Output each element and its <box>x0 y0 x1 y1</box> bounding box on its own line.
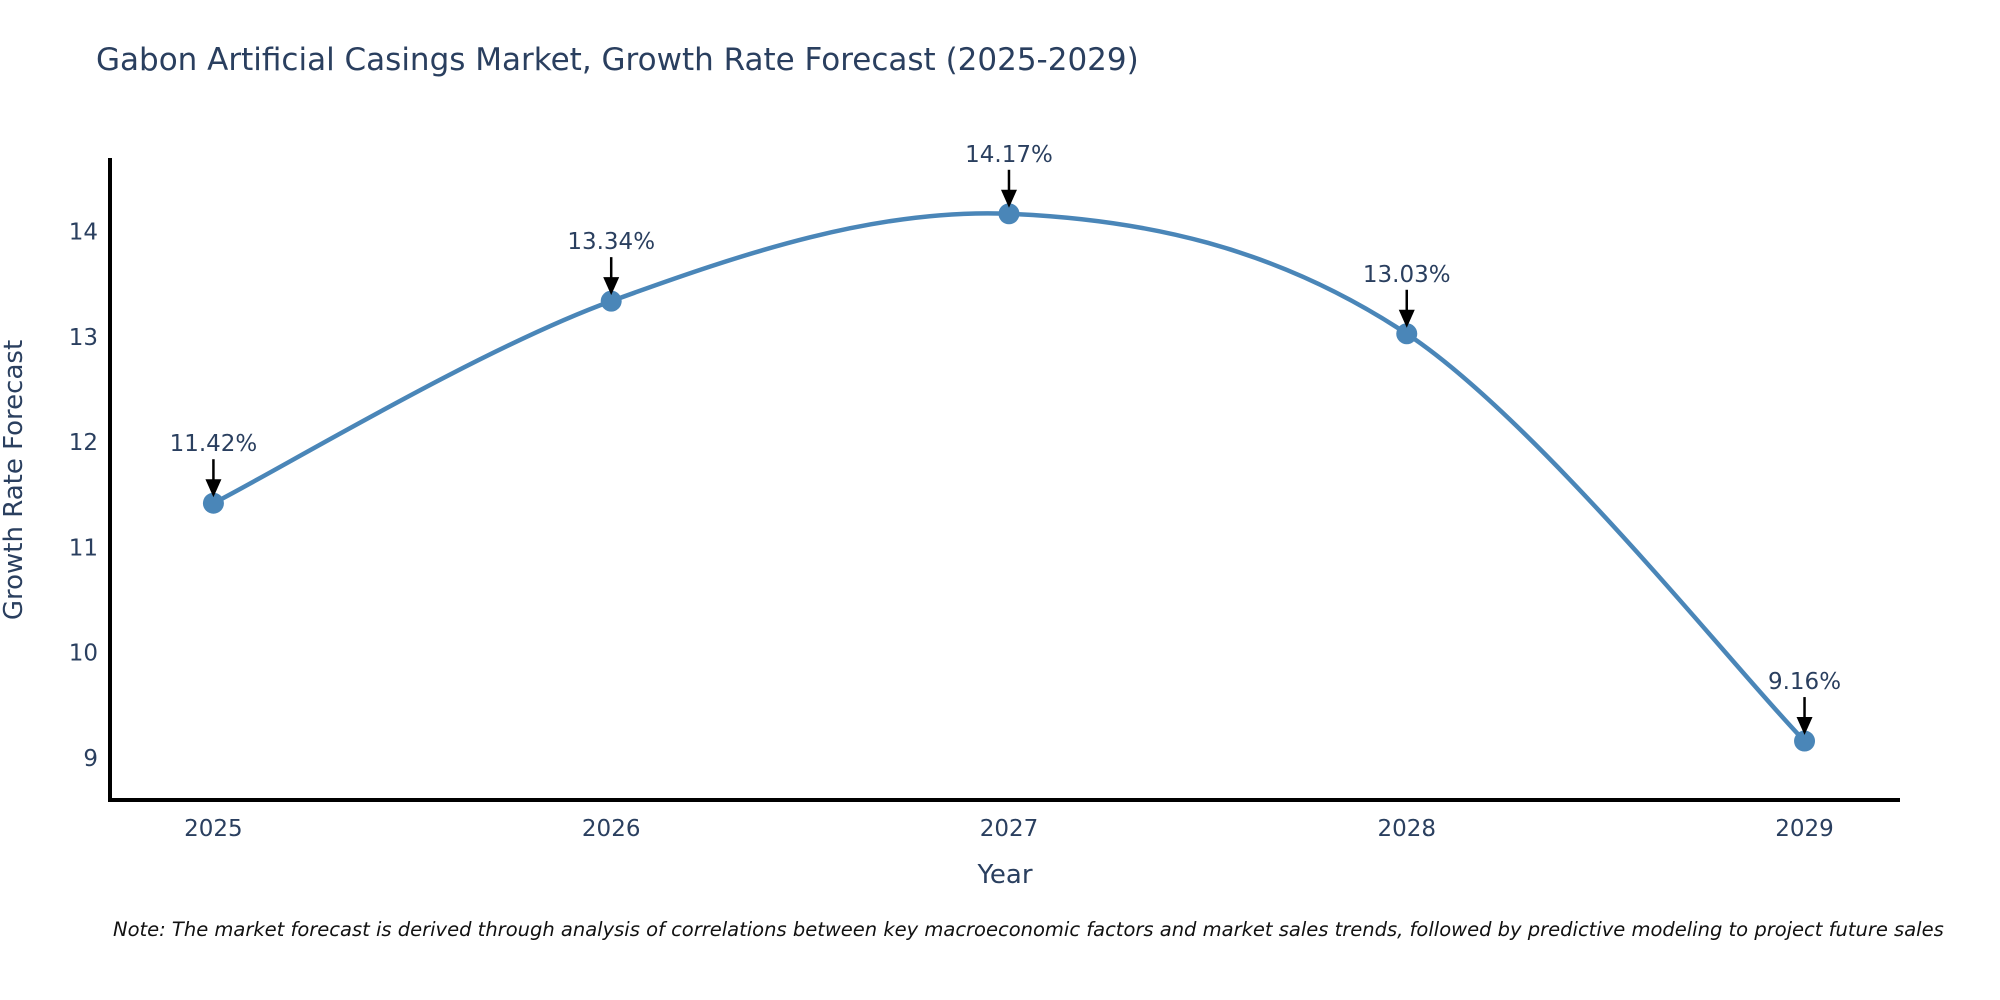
data-point-marker[interactable] <box>1396 323 1418 345</box>
x-tick-label: 2026 <box>582 816 641 842</box>
y-tick-label: 11 <box>69 535 98 561</box>
data-point-marker[interactable] <box>202 492 224 514</box>
point-annotation-label: 14.17% <box>965 142 1053 168</box>
y-tick-label: 12 <box>69 430 98 456</box>
x-tick-label: 2025 <box>184 816 243 842</box>
x-tick-label: 2027 <box>980 816 1039 842</box>
data-point-marker[interactable] <box>1794 730 1816 752</box>
y-tick-label: 14 <box>69 220 98 246</box>
point-annotation-label: 9.16% <box>1768 669 1841 695</box>
point-annotation-label: 11.42% <box>170 431 258 457</box>
footnote: Note: The market forecast is derived thr… <box>113 918 1944 941</box>
annotation-arrowhead-icon <box>603 277 620 296</box>
series-line <box>211 211 1807 744</box>
y-tick-label: 9 <box>83 746 98 772</box>
data-point-marker[interactable] <box>998 203 1020 225</box>
chart-title: Gabon Artificial Casings Market, Growth … <box>96 42 1139 78</box>
point-annotation-label: 13.03% <box>1363 262 1451 288</box>
annotation-arrowhead-icon <box>205 479 222 498</box>
x-tick-label: 2029 <box>1775 816 1834 842</box>
y-tick-label: 10 <box>69 641 98 667</box>
x-axis-title: Year <box>977 860 1033 890</box>
x-tick-label: 2028 <box>1377 816 1436 842</box>
y-tick-label: 13 <box>69 325 98 351</box>
point-annotation-label: 13.34% <box>567 229 655 255</box>
data-point-marker[interactable] <box>600 290 622 312</box>
annotation-arrowhead-icon <box>1796 717 1813 736</box>
annotation-arrowhead-icon <box>1000 189 1017 208</box>
annotation-arrowhead-icon <box>1398 309 1415 328</box>
